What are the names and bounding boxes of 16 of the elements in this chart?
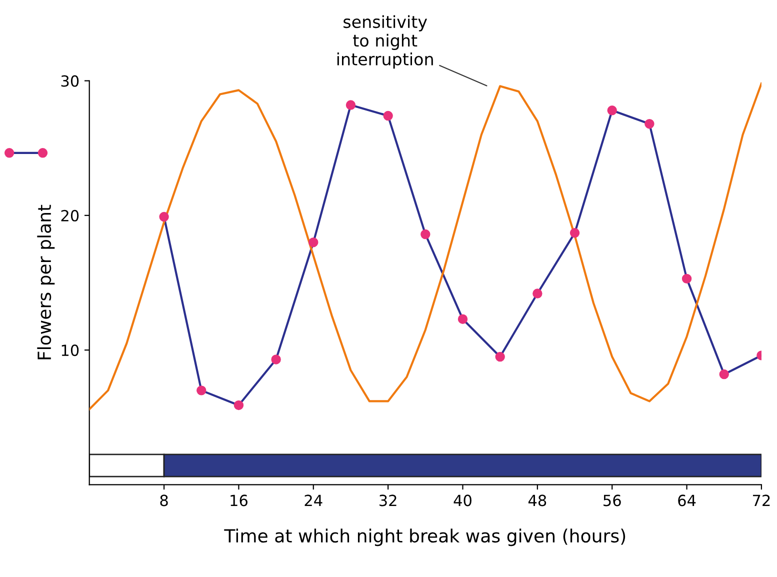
x-tick-label: 16 <box>230 494 248 506</box>
x-tick-label: 64 <box>678 494 696 506</box>
x-tick-label: 32 <box>380 494 396 506</box>
x-tick-label: 8 <box>160 494 168 506</box>
x-axis-title: Time at which night break was given (hours) <box>224 528 626 546</box>
x-tick-label: 40 <box>454 494 472 506</box>
x-tick-label: 48 <box>528 494 546 506</box>
x-tick-label: 72 <box>752 494 770 506</box>
x-tick-label: 56 <box>604 494 621 506</box>
text: sensitivity to night interruption <box>337 15 433 69</box>
y-tick-label: 30 <box>61 75 79 87</box>
y-axis-title: Flowers per plant <box>37 204 55 360</box>
y-tick-label: 10 <box>62 344 79 356</box>
line-series <box>89 82 762 410</box>
y-tick-label: 20 <box>61 210 79 222</box>
x-tick-label: 24 <box>304 494 322 506</box>
